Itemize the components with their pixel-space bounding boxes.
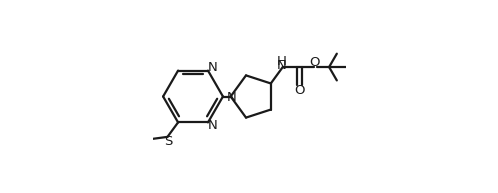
Text: H: H bbox=[277, 55, 287, 68]
Text: O: O bbox=[309, 56, 320, 69]
Text: S: S bbox=[164, 135, 172, 148]
Text: N: N bbox=[277, 59, 287, 72]
Text: N: N bbox=[207, 119, 217, 132]
Text: O: O bbox=[294, 84, 304, 97]
Text: N: N bbox=[207, 61, 217, 74]
Text: N: N bbox=[227, 91, 237, 104]
